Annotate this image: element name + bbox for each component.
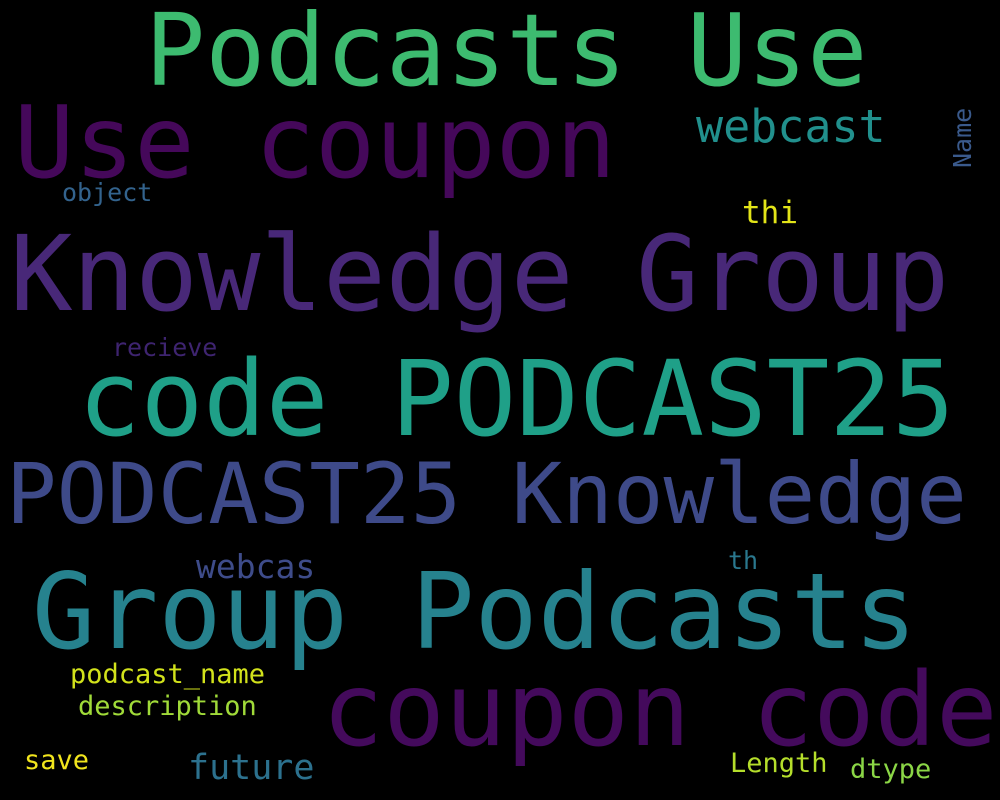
word-coupon-code: coupon code xyxy=(322,651,998,770)
word-dtype: dtype xyxy=(850,754,932,785)
word-object: object xyxy=(62,178,153,207)
word-group-podcasts: Group Podcasts xyxy=(32,551,918,673)
word-th: th xyxy=(728,546,759,575)
word-webcas: webcas xyxy=(196,547,316,586)
word-use-coupon: Use coupon xyxy=(14,84,617,201)
word-save: save xyxy=(24,745,90,776)
word-description: description xyxy=(78,691,257,722)
word-future: future xyxy=(188,748,315,788)
word-length: Length xyxy=(730,748,828,779)
word-podcasts-use: Podcasts Use xyxy=(145,0,868,109)
word-knowledge-group: Knowledge Group xyxy=(10,213,950,335)
word-podcast25-knowledge: PODCAST25 Knowledge xyxy=(6,445,967,543)
word-name: Name xyxy=(948,107,977,168)
word-code-podcast25: code PODCAST25 xyxy=(78,338,955,460)
word-recieve: recieve xyxy=(112,333,218,362)
word-thi: thi xyxy=(742,195,798,231)
word-podcast-name: podcast_name xyxy=(70,659,266,690)
word-webcast: webcast xyxy=(696,100,886,153)
